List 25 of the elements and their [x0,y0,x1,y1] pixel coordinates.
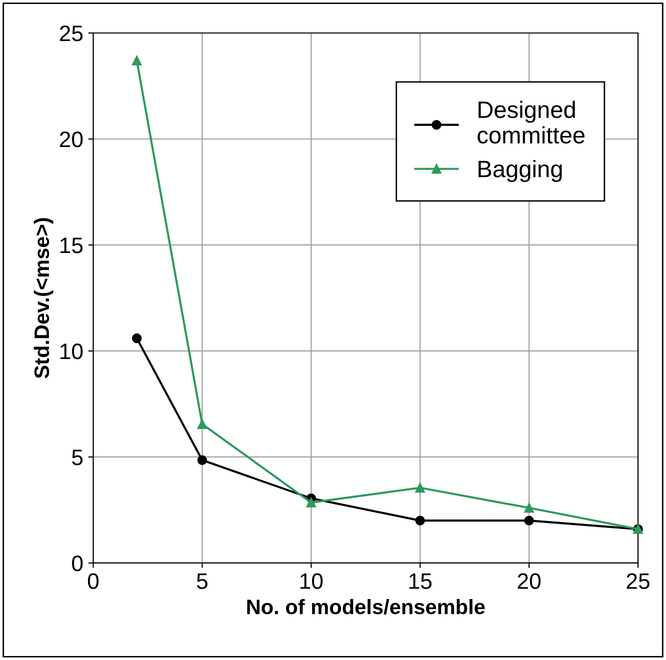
point [197,455,208,466]
x-tick-label: 20 [518,573,541,590]
point [197,419,208,429]
y-tick-label: 5 [72,450,83,466]
x-tick-label: 15 [409,574,432,590]
x-tick-label: 0 [88,573,99,590]
point [524,516,534,526]
x-tick-label: 10 [300,573,323,590]
x-axis-title: No. of models/ensemble [247,598,485,614]
y-tick-label: 15 [60,238,83,254]
x-tick-label: 25 [626,573,650,590]
y-tick-label: 10 [60,344,83,360]
point [306,498,316,508]
point [524,503,534,513]
point [415,516,425,526]
y-tick-label: 0 [72,556,83,572]
y-tick-label: 25 [60,26,83,42]
y-tick-label: 20 [60,132,83,148]
legend-label: Bagging [478,160,562,182]
y-axis-title: Std.Dev.(<mse>) [34,218,54,378]
point [132,333,142,344]
point [415,482,425,493]
legend-label: Designed committee [478,100,584,144]
point [132,56,142,66]
x-tick-label: 5 [196,574,208,590]
